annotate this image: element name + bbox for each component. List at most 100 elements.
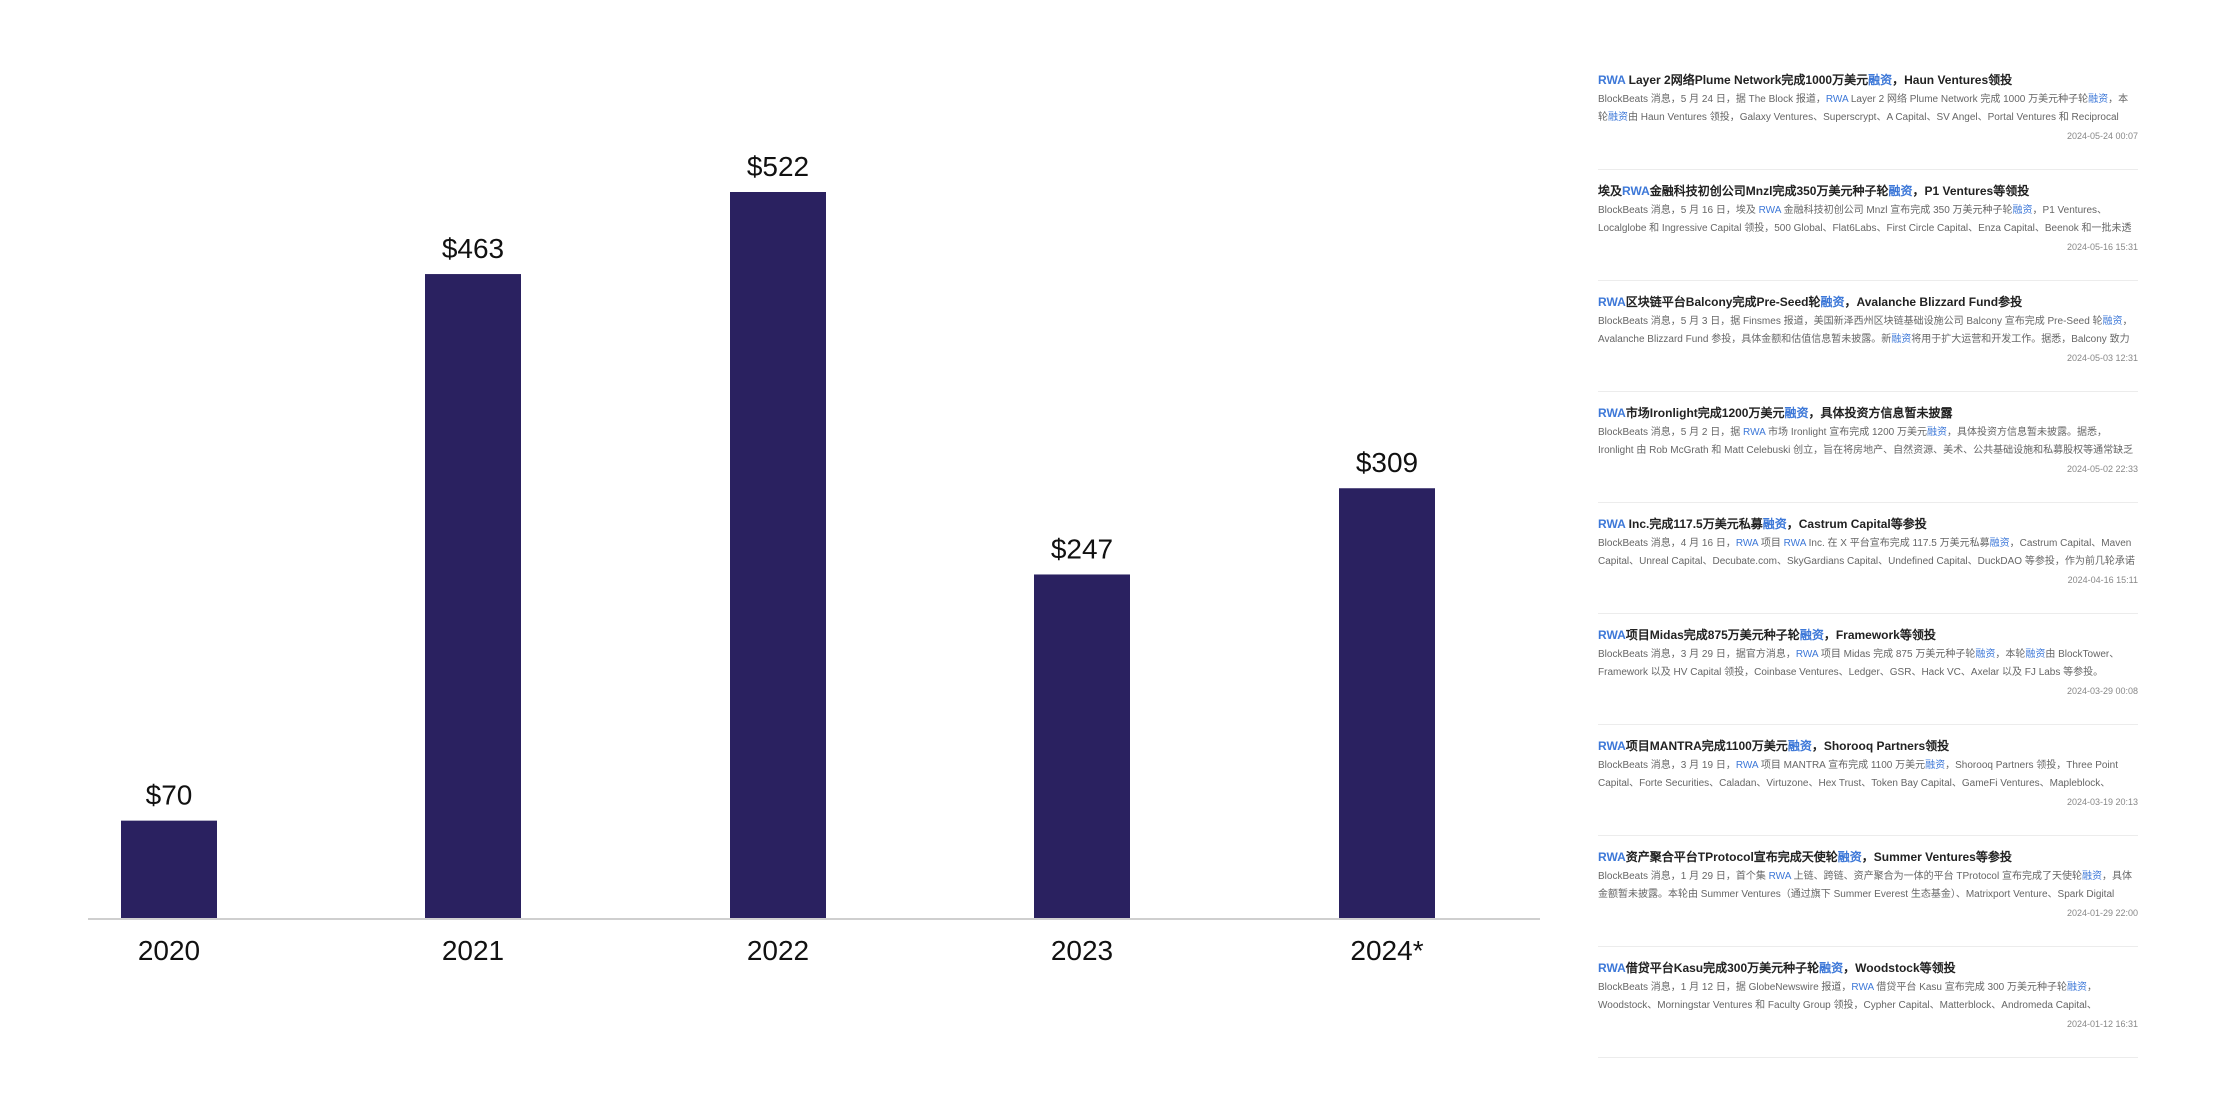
news-item[interactable]: RWA项目Midas完成875万美元种子轮融资，Framework等领投 Bloc… [1598, 615, 2138, 725]
news-item[interactable]: RWA项目MANTRA完成1100万美元融资，Shorooq Partners领… [1598, 726, 2138, 836]
highlight-keyword: 融资 [1888, 184, 1913, 198]
highlight-keyword: 融资 [2088, 94, 2109, 105]
news-timestamp: 2024-05-16 15:31 [2066, 242, 2138, 252]
data-label-2020: $70 [146, 780, 193, 811]
text-segment: ，Woodstock、Morningstar Ventures 和 Facult… [1598, 982, 2098, 1011]
text-segment: ，Haun Ventures领投 [1892, 73, 2013, 87]
highlight-keyword: RWA [1735, 538, 1759, 549]
news-item[interactable]: RWA借贷平台Kasu完成300万美元种子轮融资，Woodstock等领投 Blo… [1598, 948, 2138, 1058]
text-segment: BlockBeats 消息，5 月 16 日，埃及 [1598, 205, 1759, 216]
news-title[interactable]: RWA市场Ironlight完成1200万美元融资，具体投资方信息暂未披露 [1598, 405, 2138, 421]
highlight-keyword: RWA [1598, 406, 1626, 420]
news-list: RWA Layer 2网络Plume Network完成1000万美元融资 ，Ha… [1598, 60, 2138, 1059]
highlight-keyword: 融资 [2067, 982, 2088, 993]
text-segment: BlockBeats 消息，5 月 3 日，据 Finsmes 报道，美国新泽西… [1598, 316, 2103, 327]
news-summary: BlockBeats 消息，5 月 24 日，据 The Block 报道，RW… [1598, 91, 2138, 127]
text-segment: BlockBeats 消息，5 月 24 日，据 The Block 报道， [1598, 94, 1826, 105]
text-segment: ，本轮 [1598, 94, 2129, 123]
text-segment: 金融科技初创公司 Mnzl 宣布完成 350 万美元种子轮 [1780, 205, 2013, 216]
highlight-keyword: RWA [1743, 427, 1766, 438]
text-segment: 项目Midas完成875万美元种子轮 [1625, 628, 1800, 642]
highlight-keyword: 融资 [1819, 961, 1844, 975]
text-segment: ，Summer Ventures等参投 [1861, 850, 2012, 864]
news-item[interactable]: 埃及RWA金融科技初创公司Mnzl完成350万美元种子轮融资，P1 Ventur… [1598, 171, 2138, 281]
text-segment: ，P1 Ventures等领投 [1912, 184, 2030, 198]
data-label-2024*: $309 [1356, 447, 1418, 478]
text-segment: 项目 Midas 完成 875 万美元种子轮 [1818, 649, 1976, 660]
highlight-keyword: 融资 [1975, 649, 1996, 660]
highlight-keyword: 融资 [1799, 628, 1824, 642]
news-title[interactable]: 埃及RWA金融科技初创公司Mnzl完成350万美元种子轮融资，P1 Ventur… [1598, 183, 2138, 199]
highlight-keyword: 融资 [1820, 295, 1845, 309]
news-title[interactable]: RWA项目Midas完成875万美元种子轮融资，Framework等领投 [1598, 627, 2138, 643]
highlight-keyword: RWA [1598, 850, 1626, 864]
news-timestamp: 2024-01-29 22:00 [2066, 908, 2138, 918]
text-segment: 埃及 [1598, 184, 1623, 198]
news-title[interactable]: RWA资产聚合平台TProtocol宣布完成天使轮融资，Summer Ventu… [1598, 849, 2138, 865]
bar-chart-svg: $70 2020 $463 2021 $522 2022 $247 2023 $309 2024* [88, 151, 1540, 966]
highlight-keyword: RWA [1825, 94, 1849, 105]
bar-2020 [121, 820, 217, 918]
highlight-keyword: 融资 [1784, 406, 1809, 420]
text-segment: ，具体投资方信息暂未披露 [1808, 406, 1953, 420]
data-label-2022: $522 [747, 151, 809, 182]
text-segment: ，具体投资方信息暂未披露。据悉，Ironlight 由 Rob McGrath … [1598, 427, 2134, 456]
highlight-keyword: RWA [1795, 649, 1819, 660]
text-segment: ，Avalanche Blizzard Fund参投 [1844, 295, 2023, 309]
text-segment: ，P1 Ventures、Localglobe 和 Ingressive Cap… [1598, 205, 2132, 234]
news-timestamp: 2024-04-16 15:11 [2067, 575, 2138, 585]
text-segment: 资产聚合平台TProtocol宣布完成天使轮 [1625, 850, 1838, 864]
news-timestamp: 2024-05-03 12:31 [2066, 353, 2138, 363]
news-title[interactable]: RWA Inc.完成117.5万美元私募融资，Castrum Capital等参… [1598, 516, 2138, 532]
highlight-keyword: 融资 [1891, 334, 1912, 345]
text-segment: 借贷平台Kasu完成300万美元种子轮 [1625, 961, 1820, 975]
text-segment: 上链、跨链、资产聚合为一体的平台 TProtocol 宣布完成了天使轮 [1790, 871, 2082, 882]
news-title[interactable]: RWA Layer 2网络Plume Network完成1000万美元融资，Ha… [1598, 72, 2138, 88]
news-item[interactable]: RWA区块链平台Balcony完成Pre-Seed轮融资，Avalanche B… [1598, 282, 2138, 392]
bar-2023 [1034, 574, 1130, 918]
news-title[interactable]: RWA区块链平台Balcony完成Pre-Seed轮融资，Avalanche B… [1598, 294, 2138, 310]
text-segment: 由 BlockTower、Framework 以及 HV Capital 领投，… [1598, 649, 2120, 678]
text-segment: ，具体金额暂未披露。本轮由 Summer Ventures（通过旗下 Summe… [1598, 871, 2132, 900]
text-segment: 市场Ironlight完成1200万美元 [1625, 406, 1785, 420]
highlight-keyword: RWA [1758, 205, 1781, 216]
news-item[interactable]: RWA资产聚合平台TProtocol宣布完成天使轮融资，Summer Ventu… [1598, 837, 2138, 947]
news-summary: BlockBeats 消息，1 月 29 日，首个集 RWA 上链、跨链、资产聚… [1598, 868, 2138, 904]
text-segment: Inc.完成117.5万美元私募 [1625, 517, 1763, 531]
news-title[interactable]: RWA借贷平台Kasu完成300万美元种子轮融资，Woodstock等领投 [1598, 960, 2138, 976]
highlight-keyword: 融资 [2081, 871, 2102, 882]
news-summary: BlockBeats 消息，4 月 16 日，RWA 项目 RWA Inc. 在… [1598, 535, 2138, 571]
highlight-keyword: RWA [1598, 73, 1626, 87]
news-summary: BlockBeats 消息，3 月 19 日，RWA 项目 MANTRA 宣布完… [1598, 757, 2138, 793]
news-item[interactable]: RWA Layer 2网络Plume Network完成1000万美元融资 ，Ha… [1598, 60, 2138, 170]
news-timestamp: 2024-05-24 00:07 [2066, 131, 2138, 141]
news-item[interactable]: RWA Inc.完成117.5万美元私募融资，Castrum Capital等参… [1598, 504, 2138, 614]
text-segment: Layer 2网络Plume Network完成1000万美元 [1625, 73, 1869, 87]
text-segment: Inc. 在 X 平台宣布完成 117.5 万美元私募 [1805, 538, 1990, 549]
text-segment: 将用于扩大运营和开发工作。据悉，Balcony 致力于构... [1911, 334, 2130, 345]
news-item[interactable]: RWA市场Ironlight完成1200万美元融资，具体投资方信息暂未披露 Blo… [1598, 393, 2138, 503]
highlight-keyword: 融资 [2102, 316, 2123, 327]
highlight-keyword: 融资 [2025, 649, 2046, 660]
highlight-keyword: RWA [1768, 871, 1791, 882]
bar-2024* [1339, 488, 1435, 918]
x-tick-label-2024*: 2024* [1350, 935, 1423, 966]
x-tick-label-2020: 2020 [138, 935, 200, 966]
highlight-keyword: 融资 [1927, 427, 1947, 438]
highlight-keyword: RWA [1598, 739, 1626, 753]
text-segment: 项目MANTRA完成1100万美元 [1625, 739, 1788, 753]
news-summary: BlockBeats 消息，5 月 3 日，据 Finsmes 报道，美国新泽西… [1598, 313, 2138, 349]
news-timestamp: 2024-05-02 22:33 [2066, 464, 2138, 474]
text-segment: BlockBeats 消息，5 月 2 日，据 [1598, 427, 1744, 438]
news-title[interactable]: RWA项目MANTRA完成1100万美元融资，Shorooq Partners领… [1598, 738, 2138, 754]
text-segment: 区块链平台Balcony完成Pre-Seed轮 [1625, 295, 1821, 309]
text-segment: 市场 Ironlight 宣布完成 1200 万美元 [1765, 427, 1927, 438]
text-segment: ，Woodstock等领投 [1843, 961, 1956, 975]
text-segment: 项目 [1758, 538, 1784, 549]
x-tick-label-2023: 2023 [1051, 935, 1113, 966]
highlight-keyword: RWA [1783, 538, 1806, 549]
text-segment: ，Castrum Capital等参投 [1786, 517, 1927, 531]
news-summary: BlockBeats 消息，5 月 16 日，埃及 RWA 金融科技初创公司 M… [1598, 202, 2138, 238]
text-segment: 项目 MANTRA 宣布完成 1100 万美元 [1758, 760, 1926, 771]
data-label-2023: $247 [1051, 533, 1113, 564]
